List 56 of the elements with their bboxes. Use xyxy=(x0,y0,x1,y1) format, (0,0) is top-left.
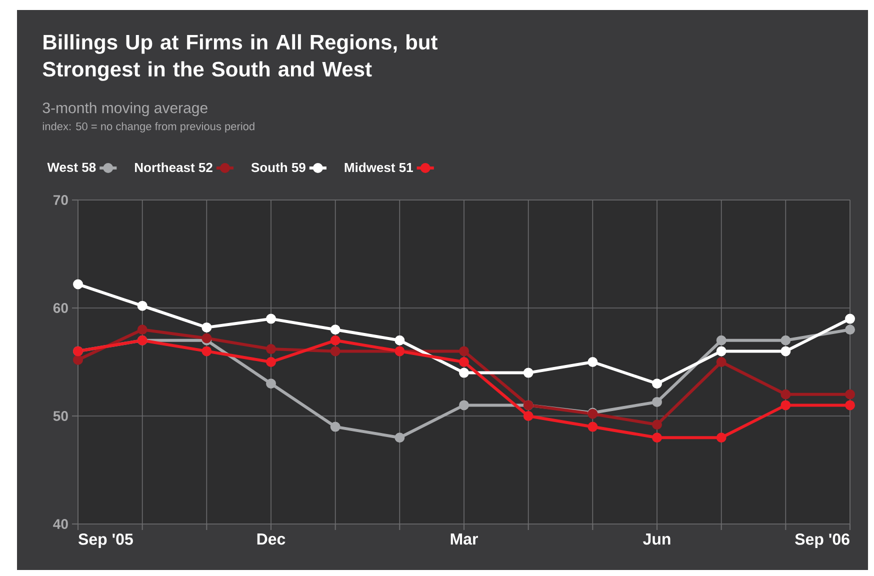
point xyxy=(330,335,340,346)
point xyxy=(652,420,662,430)
point xyxy=(780,400,791,410)
point xyxy=(652,432,662,443)
point xyxy=(266,344,276,354)
point xyxy=(716,346,726,356)
point xyxy=(459,346,470,356)
point xyxy=(330,346,340,356)
point xyxy=(459,400,470,410)
legend-label: Northeast 52 xyxy=(135,162,212,172)
y-tick-label: 40 xyxy=(53,519,68,529)
point xyxy=(330,422,340,432)
point xyxy=(202,346,212,356)
point xyxy=(523,368,534,378)
chart-subtitle: 3-month moving average xyxy=(42,102,208,116)
legend-label: Midwest 51 xyxy=(344,162,413,172)
y-tick-label: 70 xyxy=(53,195,68,205)
point xyxy=(394,432,405,443)
point xyxy=(523,411,534,421)
point xyxy=(266,314,276,324)
point xyxy=(780,346,791,356)
point xyxy=(137,300,148,311)
y-tick-label: 60 xyxy=(53,303,68,313)
chart-title: Billings Up at Firms in All Regions, but Strongest in the South and West xyxy=(42,34,438,81)
point xyxy=(845,314,856,324)
point xyxy=(652,396,662,407)
point xyxy=(330,324,340,335)
point xyxy=(845,400,856,410)
point xyxy=(780,389,791,400)
point xyxy=(588,422,598,432)
point xyxy=(716,357,726,367)
point xyxy=(716,335,726,346)
point xyxy=(73,354,84,365)
x-tick-label: Mar xyxy=(450,534,478,545)
x-tick-label: Dec xyxy=(257,534,286,545)
legend-label: South 59 xyxy=(251,162,306,172)
point xyxy=(266,378,276,389)
x-tick-label: Sep '05 xyxy=(78,534,133,548)
y-tick-label: 50 xyxy=(53,411,68,421)
point xyxy=(780,335,791,346)
x-tick-label: Sep '06 xyxy=(795,534,850,548)
point xyxy=(459,368,470,378)
legend-label: West 58 xyxy=(47,162,96,172)
point xyxy=(588,357,598,367)
point xyxy=(652,378,662,389)
text: index: 50 = no change from previous period xyxy=(42,122,254,132)
point xyxy=(266,357,276,367)
point xyxy=(137,324,148,335)
point xyxy=(845,324,856,335)
point xyxy=(716,432,726,443)
point xyxy=(845,389,856,400)
point xyxy=(394,335,405,346)
x-tick-label: Jun xyxy=(643,534,670,545)
point xyxy=(73,279,84,290)
point xyxy=(202,322,212,332)
point xyxy=(459,357,470,367)
